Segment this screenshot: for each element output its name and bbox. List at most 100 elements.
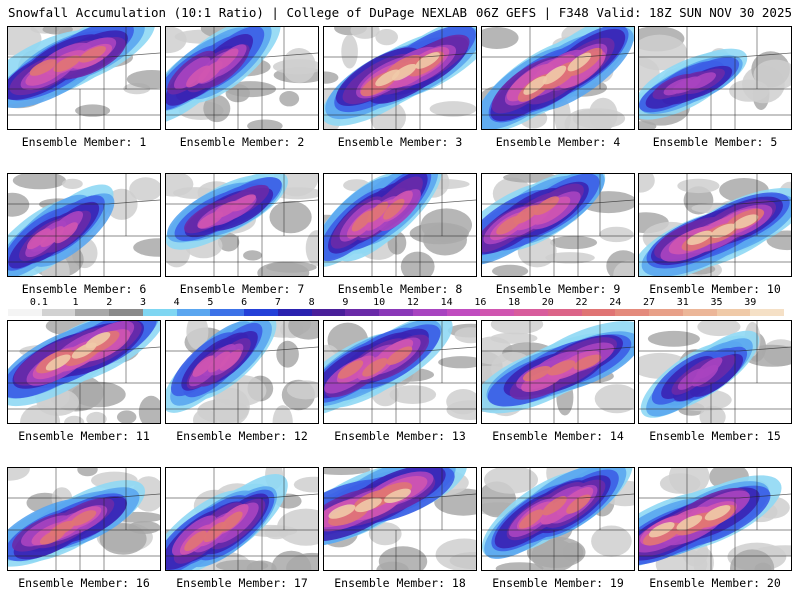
snow-band xyxy=(230,194,256,212)
light-snow-area xyxy=(217,232,240,252)
light-snow-area xyxy=(495,562,544,570)
ensemble-member-map xyxy=(165,320,319,424)
light-snow-area xyxy=(368,522,402,546)
light-snow-area xyxy=(193,409,218,423)
colorbar-tick-label: 8 xyxy=(308,297,315,308)
snow-band xyxy=(203,521,227,543)
colorbar-tick-label: 12 xyxy=(406,297,419,308)
snowfall-field xyxy=(639,321,791,423)
colorbar-swatch xyxy=(716,309,751,316)
ensemble-member-map xyxy=(7,467,161,571)
snowfall-field xyxy=(166,174,318,276)
ensemble-member-map xyxy=(7,173,161,277)
snowfall-field xyxy=(8,321,160,423)
snow-band xyxy=(567,52,592,72)
ensemble-member-map xyxy=(638,320,792,424)
snow-band xyxy=(710,223,737,238)
light-snow-area xyxy=(277,508,318,546)
light-snow-area xyxy=(400,251,435,276)
ensemble-member-map xyxy=(7,26,161,130)
colorbar-swatch xyxy=(480,309,515,316)
colorbar-tick-label: 18 xyxy=(508,297,521,308)
light-snow-area xyxy=(549,235,598,250)
snow-band xyxy=(532,196,571,225)
colorbar-tick-label: 35 xyxy=(710,297,723,308)
colorbar-swatch xyxy=(210,309,245,316)
light-snow-area xyxy=(730,549,775,570)
light-snow-area xyxy=(12,174,66,190)
ensemble-member-label: Ensemble Member: 20 xyxy=(649,576,781,590)
snowfall-colorbar: 0.1 1 2 3 4 5 6 7 8 9 10 12 14 16 18 20 22 24 27 31 35 39 xyxy=(8,297,785,319)
colorbar-swatch xyxy=(750,309,785,316)
map-title: Snowfall Accumulation (10:1 Ratio) | Col… xyxy=(8,5,468,20)
light-snow-area xyxy=(409,222,469,245)
snow-band xyxy=(695,357,723,379)
snow-band xyxy=(733,214,759,229)
snow-band xyxy=(192,355,215,377)
ensemble-member-label: Ensemble Member: 8 xyxy=(337,282,463,296)
snow-band xyxy=(174,56,211,90)
colorbar-tick-label: 10 xyxy=(373,297,386,308)
colorbar-tick-label: 27 xyxy=(643,297,656,308)
snow-band xyxy=(70,510,97,526)
colorbar-tick-label: 3 xyxy=(139,297,146,308)
light-snow-area xyxy=(64,415,85,423)
state-boundary xyxy=(107,346,160,352)
snow-band xyxy=(54,222,78,244)
ensemble-member-label: Ensemble Member: 1 xyxy=(21,135,147,149)
ensemble-member-label: Ensemble Member: 15 xyxy=(649,429,781,443)
snowfall-field xyxy=(166,468,318,570)
light-snow-area xyxy=(243,250,263,261)
snowfall-field xyxy=(166,27,318,129)
snowfall-field xyxy=(324,174,476,276)
light-snow-area xyxy=(490,332,538,344)
snow-band xyxy=(375,69,400,87)
light-snow-area xyxy=(594,384,634,414)
ensemble-member-label: Ensemble Member: 2 xyxy=(179,135,305,149)
light-snow-area xyxy=(484,468,538,494)
snowfall-field xyxy=(482,468,634,570)
state-boundary xyxy=(738,346,791,352)
light-snow-area xyxy=(375,29,398,46)
light-snow-area xyxy=(429,101,476,117)
colorbar-swatch xyxy=(649,309,684,316)
colorbar-tick-label: 9 xyxy=(342,297,349,308)
snowfall-field xyxy=(8,27,160,129)
snowfall-field xyxy=(324,27,476,129)
header: Snowfall Accumulation (10:1 Ratio) | Col… xyxy=(0,0,800,24)
snow-band xyxy=(26,228,51,250)
colorbar-tick-label: 7 xyxy=(274,297,281,308)
ensemble-member-map xyxy=(165,26,319,130)
snowfall-field xyxy=(482,174,634,276)
colorbar-swatch xyxy=(581,309,616,316)
light-snow-area xyxy=(71,381,126,408)
snow-band xyxy=(547,360,576,376)
colorbar-swatch xyxy=(379,309,414,316)
light-snow-area xyxy=(482,27,519,49)
ensemble-member-map xyxy=(323,467,477,571)
light-snow-area xyxy=(105,188,138,220)
light-snow-area xyxy=(591,525,632,557)
ensemble-member-label: Ensemble Member: 12 xyxy=(176,429,308,443)
state-boundary xyxy=(581,52,634,58)
colorbar-tick-label: 39 xyxy=(744,297,757,308)
state-boundary xyxy=(738,493,791,499)
light-snow-area xyxy=(166,27,187,54)
colorbar-swatch xyxy=(412,309,448,316)
light-snow-area xyxy=(305,230,318,266)
ensemble-member-label: Ensemble Member: 13 xyxy=(334,429,466,443)
light-snow-area xyxy=(272,405,293,423)
light-snow-area xyxy=(276,340,299,368)
state-boundary xyxy=(581,493,634,499)
colorbar-swatch xyxy=(446,309,481,316)
colorbar-swatch xyxy=(75,309,110,316)
light-snow-area xyxy=(186,321,209,350)
light-snow-area xyxy=(138,395,160,423)
ensemble-member-label: Ensemble Member: 14 xyxy=(492,429,624,443)
light-snow-area xyxy=(86,411,107,423)
snow-band xyxy=(523,76,548,95)
snow-band xyxy=(184,530,207,552)
light-snow-area xyxy=(324,468,371,475)
light-snow-area xyxy=(62,178,83,189)
snow-band xyxy=(219,349,242,371)
